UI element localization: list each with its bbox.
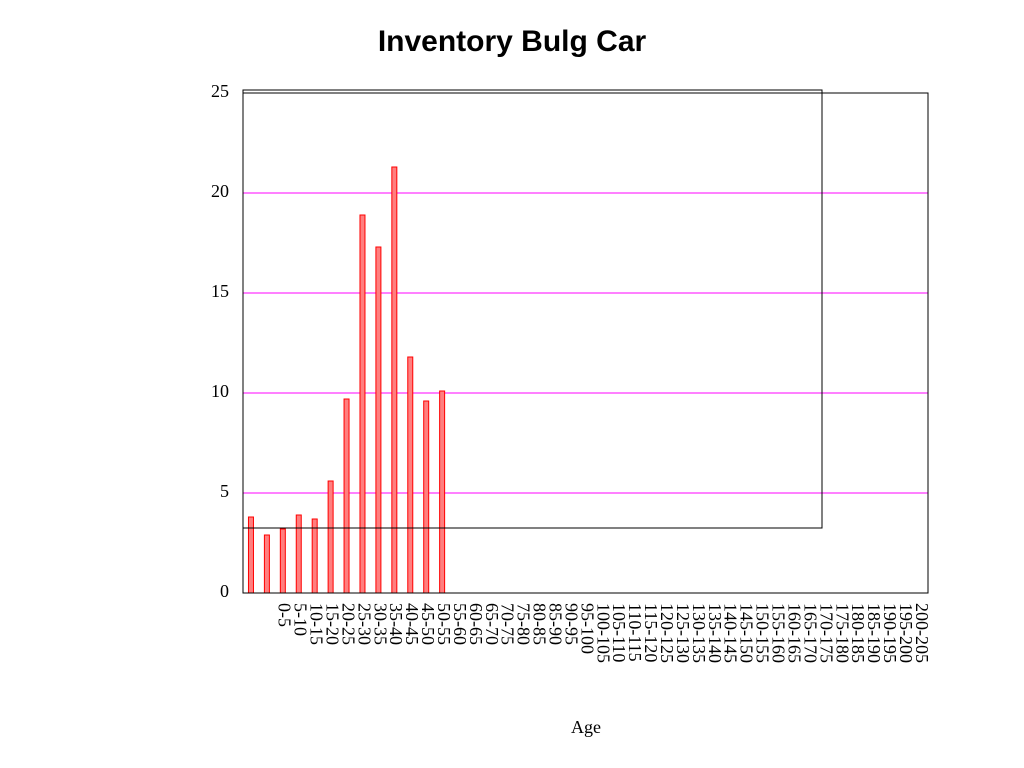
x-tick-label: 170-175 [816, 603, 836, 663]
x-tick-label: 55-60 [450, 603, 470, 645]
x-tick-label: 195-200 [896, 603, 916, 663]
x-axis-label: Age [571, 717, 601, 737]
x-tick-label: 145-150 [737, 603, 757, 663]
x-tick-label: 180-185 [848, 603, 868, 663]
x-tick-label: 95-100 [577, 603, 597, 654]
y-tick-label: 20 [211, 181, 229, 201]
x-tick-label: 150-155 [753, 603, 773, 663]
x-tick-label: 100-105 [593, 603, 613, 663]
x-tick-label: 10-15 [307, 603, 327, 645]
bar [295, 514, 302, 594]
legend-box [242, 89, 823, 529]
x-tick-label: 115-120 [641, 603, 661, 662]
plot: 0 5 10 15 20 25 0-55-1010-1515-2020-2525-3030-… [211, 81, 932, 663]
y-tick-label: 15 [211, 281, 229, 301]
x-tick-label: 80-85 [530, 603, 550, 645]
x-tick-label: 110-115 [625, 603, 645, 662]
x-tick-label: 75-80 [514, 603, 534, 645]
bar [279, 528, 286, 594]
x-tick-label: 70-75 [498, 603, 518, 645]
y-tick-label: 25 [211, 81, 229, 101]
bar [311, 518, 318, 594]
x-tick-label: 85-90 [546, 603, 566, 645]
y-tick-label: 5 [220, 481, 229, 501]
bar [439, 390, 446, 594]
bar [423, 400, 430, 594]
x-tick-label: 190-195 [880, 603, 900, 663]
x-tick-label: 165-170 [800, 603, 820, 663]
chart-title: Inventory Bulg Car [378, 25, 647, 58]
y-tick-label: 10 [211, 381, 229, 401]
x-tick-label: 155-160 [769, 603, 789, 663]
bar [407, 356, 414, 594]
bar [263, 534, 270, 594]
x-tick-label: 125-130 [673, 603, 693, 663]
x-tick-label: 90-95 [561, 603, 581, 645]
x-tick-label: 5-10 [291, 603, 311, 636]
bar [391, 166, 398, 594]
y-tick-label: 0 [220, 581, 229, 601]
x-tick-label: 45-50 [418, 603, 438, 645]
x-tick-label: 175-180 [832, 603, 852, 663]
x-tick-label: 140-145 [721, 603, 741, 663]
x-tick-label: 120-125 [657, 603, 677, 663]
bar [343, 398, 350, 594]
bar [359, 214, 366, 594]
x-tick-label: 65-70 [482, 603, 502, 645]
x-tick-label: 40-45 [402, 603, 422, 645]
x-tick-label: 35-40 [386, 603, 406, 645]
x-tick-label: 105-110 [609, 603, 629, 662]
x-tick-label: 0-5 [275, 603, 295, 627]
x-tick-label: 185-190 [864, 603, 884, 663]
x-tick-label: 30-35 [370, 603, 390, 645]
bar [327, 480, 334, 594]
x-tick-label: 200-205 [912, 603, 932, 663]
x-tick-label: 135-140 [705, 603, 725, 663]
x-tick-label: 15-20 [322, 603, 342, 645]
x-tick-label: 160-165 [784, 603, 804, 663]
x-tick-label: 50-55 [434, 603, 454, 645]
bar [375, 246, 382, 594]
x-tick-label: 130-135 [689, 603, 709, 663]
x-tick-label: 20-25 [338, 603, 358, 645]
x-tick-label: 25-30 [354, 603, 374, 645]
x-tick-label: 60-65 [466, 603, 486, 645]
